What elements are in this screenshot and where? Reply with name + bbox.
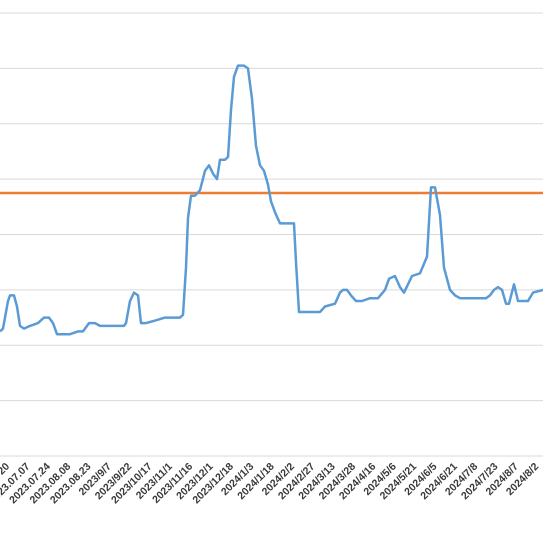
x-axis-tick-labels: 202023.07.072023.07.242023.08.082023.08.… [0, 461, 541, 507]
series-line [0, 64, 543, 336]
series-layer [0, 64, 543, 336]
gridlines [0, 12, 543, 457]
